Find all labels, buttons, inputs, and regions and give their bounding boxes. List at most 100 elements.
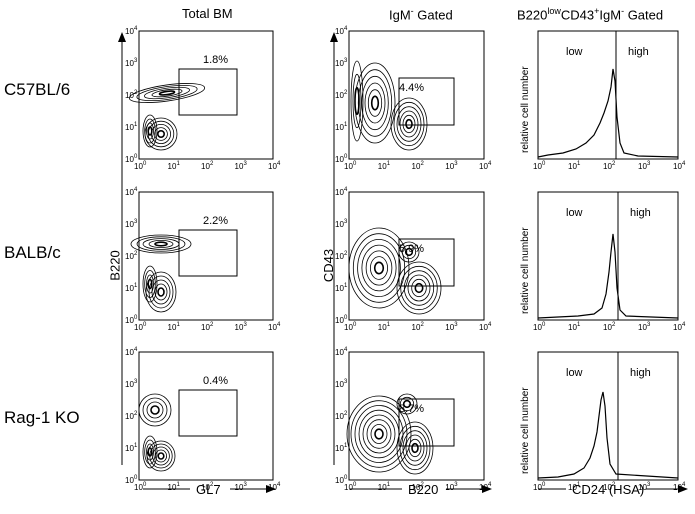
y-tick-exponent: 2	[134, 90, 138, 96]
x-tick-exponent: 1	[577, 482, 581, 488]
contour-line	[150, 124, 172, 145]
contour-line	[405, 118, 413, 130]
gate-box	[178, 389, 238, 437]
histogram-curve	[537, 68, 679, 158]
y-tick-exponent: 3	[344, 219, 348, 225]
x-tick-label: 10	[344, 162, 353, 171]
contour-line	[373, 261, 385, 275]
contour-line	[365, 250, 393, 286]
gate-percentage: 0.4%	[203, 375, 228, 387]
gate-box	[398, 398, 455, 447]
x-tick-exponent: 4	[488, 322, 492, 328]
y-tick-label: 10	[335, 380, 344, 389]
plot-frame	[138, 30, 274, 160]
x-tick-label: 10	[168, 483, 177, 492]
x-tick-exponent: 1	[387, 322, 391, 328]
y-tick-exponent: 2	[134, 411, 138, 417]
y-tick-label: 10	[335, 155, 344, 164]
y-tick-label: 10	[125, 316, 134, 325]
contour-line	[404, 247, 414, 257]
y-tick-exponent: 1	[344, 443, 348, 449]
contour-line	[370, 95, 380, 111]
y-tick-label: 10	[335, 91, 344, 100]
y-tick-label: 10	[125, 252, 134, 261]
histogram-y-label: relative cell number	[520, 387, 531, 474]
x-tick-label: 10	[268, 162, 277, 171]
strain-label-balbc: BALB/c	[4, 243, 61, 262]
plot-frame	[537, 30, 679, 160]
x-tick-exponent: 2	[210, 161, 214, 167]
x-tick-exponent: 2	[612, 482, 616, 488]
x-tick-exponent: 4	[488, 161, 492, 167]
y-tick-label: 10	[335, 284, 344, 293]
x-tick-exponent: 2	[210, 482, 214, 488]
y-tick-label: 10	[125, 27, 134, 36]
low-label: low	[566, 367, 583, 379]
plot-frame	[348, 351, 485, 481]
y-tick-exponent: 4	[134, 347, 138, 353]
contour-line	[146, 401, 164, 419]
x-tick-label: 10	[479, 162, 488, 171]
contour-line	[390, 97, 428, 151]
contour-line	[145, 271, 177, 313]
contour-group	[350, 60, 428, 151]
y-tick-label: 10	[125, 476, 134, 485]
x-tick-label: 10	[603, 483, 612, 492]
contour-line	[130, 234, 192, 254]
contour-group	[348, 227, 442, 315]
y-tick-label: 10	[335, 412, 344, 421]
col2-x-axis-label: B220	[408, 482, 439, 497]
contour-line	[346, 395, 412, 473]
contour-line	[146, 274, 154, 294]
x-tick-label: 10	[168, 323, 177, 332]
x-tick-exponent: 2	[421, 322, 425, 328]
contour-line	[151, 279, 171, 305]
contour-line	[399, 425, 431, 471]
x-tick-exponent: 3	[647, 482, 651, 488]
contour-line	[142, 397, 168, 423]
contour-line	[151, 88, 183, 98]
contour-line	[350, 60, 364, 142]
contour-line	[146, 122, 154, 140]
contour-line	[128, 83, 206, 103]
x-tick-label: 10	[134, 162, 143, 171]
contour-line	[396, 106, 422, 142]
y-tick-label: 10	[125, 348, 134, 357]
y-tick-label: 10	[335, 348, 344, 357]
contour-line	[154, 283, 168, 301]
x-tick-label: 10	[673, 162, 682, 171]
contour-line	[152, 446, 170, 466]
contour-line	[399, 396, 415, 412]
contour-line	[154, 127, 168, 141]
x-tick-label: 10	[638, 162, 647, 171]
contour-line	[354, 86, 360, 116]
x-tick-exponent: 2	[210, 322, 214, 328]
col3-x-arrowhead	[678, 485, 688, 493]
x-tick-exponent: 3	[647, 161, 651, 167]
contour-group	[128, 83, 206, 151]
x-tick-label: 10	[168, 162, 177, 171]
y-tick-exponent: 4	[134, 187, 138, 193]
x-tick-label: 10	[445, 323, 454, 332]
contour-line	[148, 275, 174, 309]
contour-line	[148, 240, 174, 249]
contour-line	[156, 130, 165, 139]
high-label: high	[630, 367, 651, 379]
contour-line	[154, 449, 167, 463]
x-tick-exponent: 0	[143, 322, 147, 328]
x-tick-label: 10	[378, 323, 387, 332]
contour-line	[144, 86, 190, 100]
col2-y-arrowhead	[330, 32, 338, 42]
contour-line	[393, 101, 425, 147]
y-tick-label: 10	[335, 27, 344, 36]
header-igm-gated: IgM- Gated	[389, 6, 453, 23]
y-tick-exponent: 0	[344, 154, 348, 160]
x-tick-label: 10	[603, 323, 612, 332]
x-tick-label: 10	[673, 323, 682, 332]
contour-line	[396, 421, 434, 475]
y-tick-exponent: 1	[134, 283, 138, 289]
